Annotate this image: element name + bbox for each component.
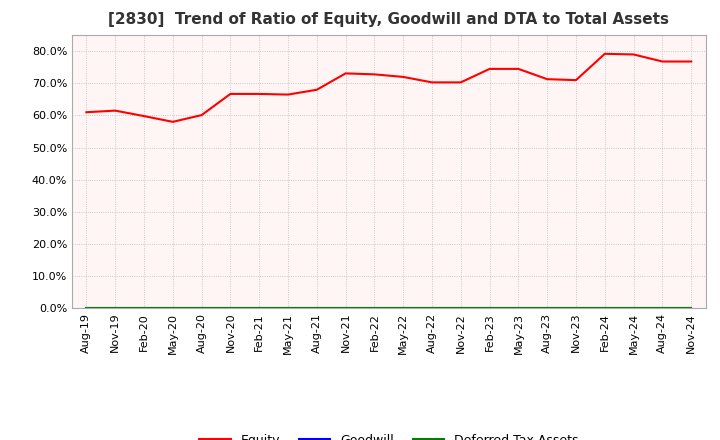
Deferred Tax Assets — [284, 305, 292, 311]
Deferred Tax Assets — [312, 305, 321, 311]
Deferred Tax Assets — [341, 305, 350, 311]
Deferred Tax Assets — [687, 305, 696, 311]
Goodwill — [168, 305, 177, 311]
Goodwill — [82, 305, 91, 311]
Goodwill — [226, 305, 235, 311]
Goodwill — [600, 305, 609, 311]
Equity — [82, 110, 91, 115]
Deferred Tax Assets — [399, 305, 408, 311]
Equity — [370, 72, 379, 77]
Line: Equity: Equity — [86, 54, 691, 122]
Deferred Tax Assets — [514, 305, 523, 311]
Deferred Tax Assets — [600, 305, 609, 311]
Equity — [629, 52, 638, 57]
Equity — [140, 114, 148, 119]
Goodwill — [485, 305, 494, 311]
Goodwill — [543, 305, 552, 311]
Deferred Tax Assets — [140, 305, 148, 311]
Goodwill — [111, 305, 120, 311]
Deferred Tax Assets — [370, 305, 379, 311]
Deferred Tax Assets — [168, 305, 177, 311]
Equity — [168, 119, 177, 125]
Equity — [543, 77, 552, 82]
Deferred Tax Assets — [456, 305, 465, 311]
Equity — [312, 87, 321, 92]
Goodwill — [399, 305, 408, 311]
Deferred Tax Assets — [485, 305, 494, 311]
Equity — [197, 113, 206, 118]
Goodwill — [514, 305, 523, 311]
Goodwill — [255, 305, 264, 311]
Goodwill — [197, 305, 206, 311]
Goodwill — [428, 305, 436, 311]
Goodwill — [140, 305, 148, 311]
Deferred Tax Assets — [111, 305, 120, 311]
Equity — [485, 66, 494, 72]
Equity — [284, 92, 292, 97]
Equity — [255, 91, 264, 96]
Equity — [658, 59, 667, 64]
Equity — [456, 80, 465, 85]
Deferred Tax Assets — [572, 305, 580, 311]
Equity — [341, 71, 350, 76]
Goodwill — [572, 305, 580, 311]
Deferred Tax Assets — [226, 305, 235, 311]
Deferred Tax Assets — [658, 305, 667, 311]
Equity — [226, 91, 235, 96]
Equity — [572, 77, 580, 83]
Deferred Tax Assets — [82, 305, 91, 311]
Goodwill — [629, 305, 638, 311]
Legend: Equity, Goodwill, Deferred Tax Assets: Equity, Goodwill, Deferred Tax Assets — [194, 429, 583, 440]
Equity — [399, 74, 408, 80]
Goodwill — [456, 305, 465, 311]
Title: [2830]  Trend of Ratio of Equity, Goodwill and DTA to Total Assets: [2830] Trend of Ratio of Equity, Goodwil… — [108, 12, 670, 27]
Goodwill — [370, 305, 379, 311]
Goodwill — [687, 305, 696, 311]
Goodwill — [284, 305, 292, 311]
Deferred Tax Assets — [428, 305, 436, 311]
Equity — [514, 66, 523, 72]
Equity — [687, 59, 696, 64]
Deferred Tax Assets — [197, 305, 206, 311]
Deferred Tax Assets — [255, 305, 264, 311]
Goodwill — [312, 305, 321, 311]
Deferred Tax Assets — [543, 305, 552, 311]
Equity — [111, 108, 120, 113]
Goodwill — [658, 305, 667, 311]
Goodwill — [341, 305, 350, 311]
Equity — [600, 51, 609, 56]
Deferred Tax Assets — [629, 305, 638, 311]
Equity — [428, 80, 436, 85]
